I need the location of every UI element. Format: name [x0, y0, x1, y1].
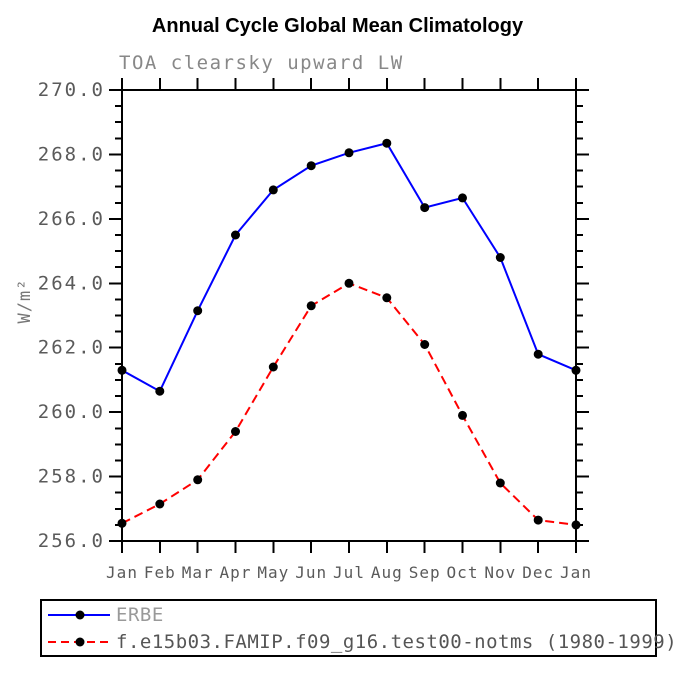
data-point-marker-erbe [268, 185, 278, 195]
data-point-marker-erbe [533, 349, 543, 359]
legend: ERBE f.e15b03.FAMIP.f09_g16.test00-notms… [40, 599, 675, 657]
data-point-marker-erbe [344, 148, 354, 158]
x-tick-label: Jan [106, 563, 138, 582]
y-tick-label: 260.0 [38, 401, 105, 423]
y-tick-label: 264.0 [38, 272, 105, 294]
y-tick-label: 258.0 [38, 466, 105, 488]
x-tick-label: Aug [371, 563, 403, 582]
x-tick-label: Nov [484, 563, 516, 582]
data-point-marker-model [117, 518, 127, 528]
data-point-marker-model [268, 362, 278, 372]
x-tick-label: Jun [295, 563, 327, 582]
y-tick-label: 270.0 [38, 79, 105, 101]
legend-label-model: f.e15b03.FAMIP.f09_g16.test00-notms (198… [116, 630, 675, 653]
data-point-marker-erbe [155, 386, 165, 396]
x-tick-label: Dec [522, 563, 554, 582]
legend-line-sample-erbe [48, 610, 110, 619]
x-tick-label: Jul [333, 563, 365, 582]
x-tick-label: Jan [560, 563, 592, 582]
data-point-marker-erbe [231, 230, 240, 240]
y-tick-label: 268.0 [38, 143, 105, 165]
y-tick-label: 266.0 [38, 208, 105, 230]
data-point-marker-model [458, 410, 467, 420]
data-point-marker-erbe [420, 203, 430, 213]
data-point-marker-model [533, 515, 543, 525]
data-point-marker-erbe [117, 365, 127, 375]
data-point-marker-erbe [458, 193, 467, 203]
legend-marker-erbe [75, 610, 85, 619]
data-point-marker-model [344, 278, 354, 288]
data-point-marker-model [382, 293, 392, 303]
y-tick-label: 262.0 [38, 337, 105, 359]
x-tick-label: Apr [220, 563, 252, 582]
chart-subtitle: TOA clearsky upward LW [119, 52, 404, 74]
data-point-marker-erbe [495, 253, 505, 262]
x-tick-label: Sep [409, 563, 441, 582]
y-tick-label: 256.0 [38, 530, 105, 552]
data-point-marker-model [495, 478, 505, 488]
data-point-marker-erbe [571, 365, 581, 375]
data-point-marker-erbe [306, 161, 316, 171]
data-point-marker-model [306, 301, 316, 311]
data-point-marker-model [420, 340, 430, 349]
legend-item-erbe: ERBE [45, 601, 655, 628]
data-point-marker-erbe [193, 306, 203, 316]
data-point-marker-model [155, 499, 165, 509]
data-point-marker-model [193, 475, 203, 485]
x-tick-label: Mar [182, 563, 214, 582]
x-tick-label: Feb [144, 563, 176, 582]
series-line-model [121, 282, 577, 526]
x-tick-label: Oct [447, 563, 479, 582]
data-point-marker-model [571, 520, 581, 530]
legend-label-erbe: ERBE [116, 603, 164, 626]
axis-frame [121, 89, 577, 542]
legend-line-sample-model [48, 637, 110, 646]
data-point-marker-erbe [382, 138, 392, 148]
chart-title: Annual Cycle Global Mean Climatology [151, 15, 524, 37]
series-line-erbe [121, 142, 577, 393]
legend-item-model: f.e15b03.FAMIP.f09_g16.test00-notms (198… [45, 628, 675, 655]
data-point-marker-model [231, 427, 240, 436]
legend-marker-model [75, 637, 85, 646]
x-tick-label: May [257, 563, 289, 582]
